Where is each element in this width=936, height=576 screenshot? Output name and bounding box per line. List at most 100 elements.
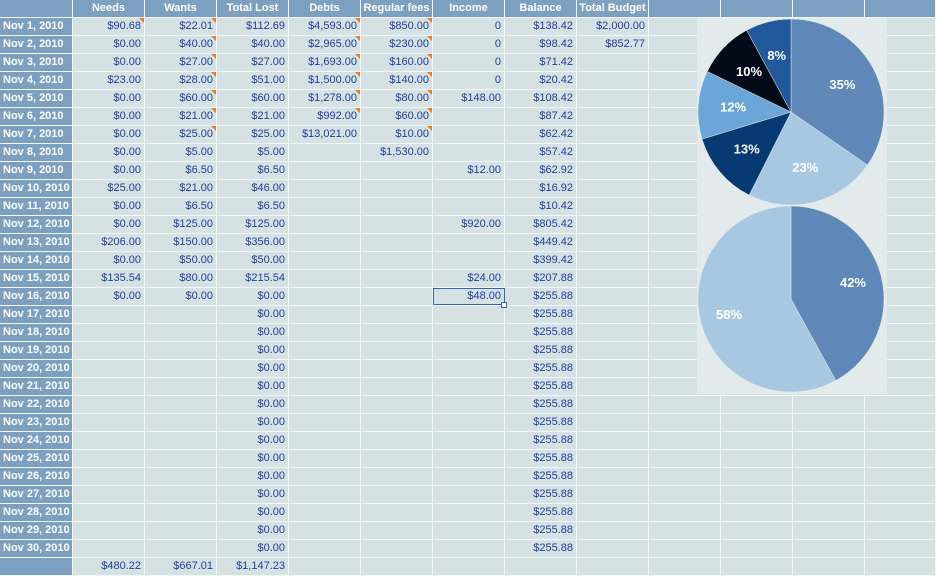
income-cell[interactable] bbox=[433, 468, 505, 485]
empty-cell[interactable] bbox=[721, 522, 793, 539]
fees-cell[interactable] bbox=[361, 198, 433, 215]
wants-cell[interactable] bbox=[145, 450, 217, 467]
fees-cell[interactable] bbox=[361, 270, 433, 287]
total-cell[interactable]: $51.00 bbox=[217, 72, 289, 89]
empty-cell[interactable] bbox=[721, 450, 793, 467]
needs-cell[interactable]: $0.00 bbox=[73, 144, 145, 161]
total-cell[interactable]: $0.00 bbox=[217, 324, 289, 341]
income-cell[interactable] bbox=[433, 378, 505, 395]
column-header-needs[interactable]: Needs bbox=[73, 0, 145, 17]
column-header-total-budget[interactable]: Total Budget bbox=[577, 0, 649, 17]
date-cell[interactable]: Nov 19, 2010 bbox=[0, 342, 73, 359]
budget-cell[interactable] bbox=[577, 360, 649, 377]
total-wants-cell[interactable]: $667.01 bbox=[145, 558, 217, 575]
wants-cell[interactable]: $22.01 bbox=[145, 18, 217, 35]
footer-cell[interactable] bbox=[433, 558, 505, 575]
pie-slice[interactable] bbox=[701, 111, 792, 196]
budget-cell[interactable] bbox=[577, 234, 649, 251]
fees-cell[interactable] bbox=[361, 180, 433, 197]
debts-cell[interactable] bbox=[289, 270, 361, 287]
date-cell[interactable]: Nov 18, 2010 bbox=[0, 324, 73, 341]
debts-cell[interactable] bbox=[289, 288, 361, 305]
needs-cell[interactable] bbox=[73, 468, 145, 485]
total-cell[interactable]: $215.54 bbox=[217, 270, 289, 287]
fees-cell[interactable] bbox=[361, 486, 433, 503]
date-cell[interactable]: Nov 25, 2010 bbox=[0, 450, 73, 467]
fees-cell[interactable] bbox=[361, 432, 433, 449]
fees-cell[interactable]: $10.00 bbox=[361, 126, 433, 143]
empty-cell[interactable] bbox=[649, 396, 721, 413]
wants-cell[interactable]: $28.00 bbox=[145, 72, 217, 89]
footer-cell[interactable] bbox=[793, 558, 865, 575]
total-cell[interactable]: $0.00 bbox=[217, 468, 289, 485]
empty-cell[interactable] bbox=[649, 432, 721, 449]
fees-cell[interactable] bbox=[361, 468, 433, 485]
fees-cell[interactable] bbox=[361, 396, 433, 413]
date-cell[interactable]: Nov 9, 2010 bbox=[0, 162, 73, 179]
balance-cell[interactable]: $255.88 bbox=[505, 396, 577, 413]
wants-cell[interactable] bbox=[145, 540, 217, 557]
balance-cell[interactable]: $255.88 bbox=[505, 414, 577, 431]
total-needs-cell[interactable]: $480.22 bbox=[73, 558, 145, 575]
fees-cell[interactable] bbox=[361, 450, 433, 467]
empty-cell[interactable] bbox=[721, 486, 793, 503]
date-cell[interactable]: Nov 12, 2010 bbox=[0, 216, 73, 233]
wants-cell[interactable]: $0.00 bbox=[145, 288, 217, 305]
balance-cell[interactable]: $255.88 bbox=[505, 468, 577, 485]
wants-cell[interactable] bbox=[145, 306, 217, 323]
balance-cell[interactable]: $20.42 bbox=[505, 72, 577, 89]
wants-cell[interactable] bbox=[145, 342, 217, 359]
wants-cell[interactable] bbox=[145, 432, 217, 449]
income-cell[interactable]: 0 bbox=[433, 72, 505, 89]
needs-cell[interactable]: $0.00 bbox=[73, 90, 145, 107]
income-cell[interactable] bbox=[433, 234, 505, 251]
empty-cell[interactable] bbox=[649, 450, 721, 467]
pie-slice[interactable] bbox=[697, 205, 837, 393]
fees-cell[interactable] bbox=[361, 342, 433, 359]
date-cell[interactable]: Nov 15, 2010 bbox=[0, 270, 73, 287]
needs-cell[interactable] bbox=[73, 360, 145, 377]
needs-cell[interactable]: $0.00 bbox=[73, 288, 145, 305]
wants-cell[interactable]: $21.00 bbox=[145, 108, 217, 125]
fees-cell[interactable] bbox=[361, 504, 433, 521]
total-cell[interactable]: $0.00 bbox=[217, 414, 289, 431]
total-cell[interactable]: $125.00 bbox=[217, 216, 289, 233]
income-cell[interactable]: $920.00 bbox=[433, 216, 505, 233]
footer-cell[interactable] bbox=[577, 558, 649, 575]
empty-cell[interactable] bbox=[865, 432, 936, 449]
total-cell[interactable]: $0.00 bbox=[217, 378, 289, 395]
income-cell[interactable]: $148.00 bbox=[433, 90, 505, 107]
balance-cell[interactable]: $255.88 bbox=[505, 288, 577, 305]
empty-cell[interactable] bbox=[793, 540, 865, 557]
total-cell[interactable]: $27.00 bbox=[217, 54, 289, 71]
total-cell[interactable]: $25.00 bbox=[217, 126, 289, 143]
budget-cell[interactable] bbox=[577, 72, 649, 89]
income-cell[interactable] bbox=[433, 504, 505, 521]
debts-cell[interactable] bbox=[289, 144, 361, 161]
empty-cell[interactable] bbox=[865, 450, 936, 467]
chart-area[interactable]: 35% 23% 13% 12% 10% 8% 42% 58% bbox=[697, 18, 887, 394]
empty-cell[interactable] bbox=[793, 432, 865, 449]
empty-cell[interactable] bbox=[865, 468, 936, 485]
debts-cell[interactable] bbox=[289, 396, 361, 413]
budget-cell[interactable] bbox=[577, 342, 649, 359]
wants-cell[interactable] bbox=[145, 360, 217, 377]
debts-cell[interactable]: $13,021.00 bbox=[289, 126, 361, 143]
footer-cell[interactable] bbox=[649, 558, 721, 575]
date-cell[interactable]: Nov 7, 2010 bbox=[0, 126, 73, 143]
empty-cell[interactable] bbox=[865, 504, 936, 521]
needs-cell[interactable]: $206.00 bbox=[73, 234, 145, 251]
income-cell[interactable] bbox=[433, 522, 505, 539]
wants-cell[interactable] bbox=[145, 486, 217, 503]
balance-cell[interactable]: $399.42 bbox=[505, 252, 577, 269]
date-cell[interactable]: Nov 24, 2010 bbox=[0, 432, 73, 449]
wants-cell[interactable] bbox=[145, 378, 217, 395]
total-cell[interactable]: $0.00 bbox=[217, 360, 289, 377]
column-header-blank[interactable] bbox=[721, 0, 793, 17]
debts-cell[interactable] bbox=[289, 540, 361, 557]
balance-cell[interactable]: $255.88 bbox=[505, 378, 577, 395]
budget-cell[interactable] bbox=[577, 504, 649, 521]
date-cell[interactable]: Nov 11, 2010 bbox=[0, 198, 73, 215]
empty-cell[interactable] bbox=[793, 504, 865, 521]
fees-cell[interactable] bbox=[361, 360, 433, 377]
